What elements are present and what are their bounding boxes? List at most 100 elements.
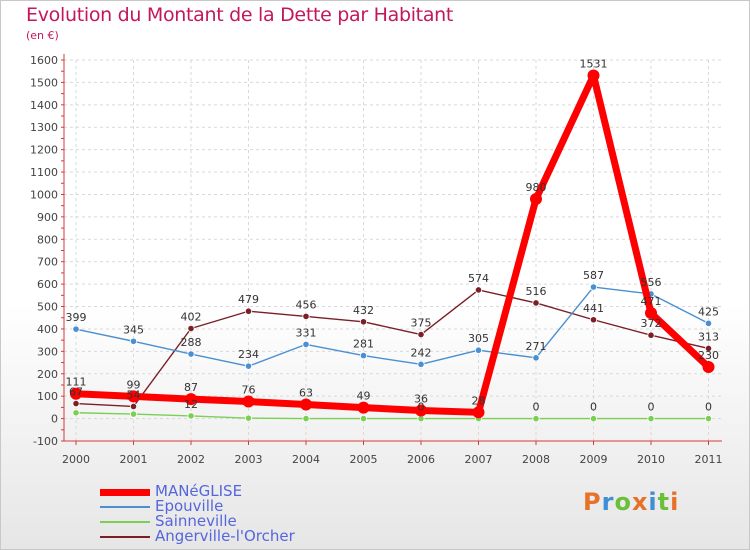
x-tick-label: 2001 bbox=[120, 453, 148, 466]
x-tick-label: 2004 bbox=[292, 453, 320, 466]
y-tick-label: 1400 bbox=[30, 99, 58, 112]
data-point bbox=[472, 406, 485, 419]
legend-label: Epouville bbox=[155, 497, 224, 515]
data-label: 111 bbox=[66, 376, 87, 389]
data-label: 76 bbox=[242, 384, 256, 397]
data-point bbox=[72, 409, 80, 417]
data-point bbox=[474, 346, 483, 354]
data-point bbox=[359, 414, 368, 423]
data-point bbox=[300, 398, 312, 411]
data-point bbox=[474, 286, 483, 294]
data-point bbox=[244, 362, 253, 370]
data-label: 574 bbox=[468, 272, 489, 285]
data-point bbox=[70, 387, 82, 400]
y-tick-label: 1200 bbox=[30, 144, 58, 157]
data-point bbox=[127, 390, 140, 403]
x-tick-label: 2003 bbox=[235, 453, 263, 466]
y-tick-label: 600 bbox=[37, 278, 58, 291]
data-point bbox=[302, 340, 310, 349]
logo-letter: i bbox=[648, 488, 658, 516]
axes: -100010020030040050060070080090010001100… bbox=[30, 54, 723, 466]
data-label: 99 bbox=[127, 378, 141, 391]
logo-letter: i bbox=[670, 488, 680, 516]
logo-letter: r bbox=[601, 488, 615, 516]
data-point bbox=[244, 307, 253, 315]
data-point bbox=[704, 344, 713, 353]
data-point bbox=[359, 352, 368, 360]
data-label: 0 bbox=[590, 401, 597, 414]
x-tick-label: 2011 bbox=[695, 453, 723, 466]
data-label: 63 bbox=[299, 386, 313, 399]
data-label: 980 bbox=[526, 181, 547, 194]
data-point bbox=[187, 412, 195, 420]
data-labels: 111 99 87 76 63 49 36 28 980 1531 471 230 399 345 288 2… bbox=[66, 57, 720, 413]
y-tick-label: 0 bbox=[51, 413, 58, 426]
proxiti-logo: Proxiti bbox=[583, 488, 679, 516]
data-label: 28 bbox=[472, 394, 486, 407]
data-label: 0 bbox=[648, 401, 655, 414]
data-label: 12 bbox=[184, 398, 198, 411]
data-point bbox=[302, 312, 310, 320]
logo-letter: o bbox=[614, 488, 632, 516]
y-tick-label: -100 bbox=[33, 435, 58, 448]
data-label: 0 bbox=[418, 401, 425, 414]
y-tick-label: 900 bbox=[37, 211, 58, 224]
series-line bbox=[75, 289, 709, 408]
logo-letter: t bbox=[657, 488, 671, 516]
data-label: 441 bbox=[583, 302, 604, 315]
data-label: 331 bbox=[296, 326, 317, 339]
data-label: 271 bbox=[526, 340, 547, 353]
data-point bbox=[589, 414, 598, 423]
y-tick-label: 200 bbox=[37, 368, 58, 381]
data-point bbox=[702, 361, 715, 374]
data-label: 479 bbox=[238, 293, 259, 306]
legend-swatch bbox=[100, 489, 150, 496]
data-label: 0 bbox=[705, 401, 712, 414]
x-tick-label: 2006 bbox=[407, 453, 435, 466]
data-label: 375 bbox=[411, 317, 432, 330]
data-label: 345 bbox=[123, 323, 144, 336]
data-label: 0 bbox=[533, 401, 540, 414]
y-tick-label: 1300 bbox=[30, 121, 58, 134]
data-point bbox=[417, 360, 425, 368]
y-tick-label: 100 bbox=[37, 390, 58, 403]
data-point bbox=[589, 283, 598, 291]
data-label: 425 bbox=[698, 305, 719, 318]
data-point bbox=[587, 69, 600, 82]
y-tick-label: 1600 bbox=[30, 54, 58, 67]
legend-swatch bbox=[100, 506, 150, 508]
data-point bbox=[129, 410, 138, 418]
x-tick-label: 2007 bbox=[465, 453, 493, 466]
data-label: 313 bbox=[698, 330, 719, 343]
series-line bbox=[75, 412, 709, 420]
y-tick-label: 500 bbox=[37, 301, 58, 314]
data-point bbox=[72, 399, 80, 408]
data-label: 288 bbox=[181, 336, 202, 349]
data-point bbox=[530, 192, 542, 205]
grid bbox=[64, 59, 722, 442]
data-point bbox=[187, 324, 195, 333]
y-tick-label: 1000 bbox=[30, 188, 58, 201]
data-point bbox=[532, 414, 540, 423]
series-lines bbox=[70, 69, 715, 423]
data-point bbox=[302, 414, 310, 423]
data-point bbox=[417, 330, 425, 339]
data-point bbox=[129, 402, 138, 411]
data-label: 456 bbox=[296, 298, 317, 311]
data-label: 372 bbox=[641, 317, 662, 330]
data-label: 587 bbox=[583, 269, 604, 282]
x-tick-label: 2000 bbox=[62, 453, 90, 466]
data-label: 432 bbox=[353, 304, 374, 317]
data-point bbox=[359, 318, 368, 326]
data-label: 556 bbox=[641, 276, 662, 289]
data-label: 36 bbox=[414, 393, 428, 406]
data-label: 230 bbox=[698, 349, 719, 362]
x-tick-label: 2002 bbox=[177, 453, 205, 466]
legend-label: MANéGLISE bbox=[155, 482, 243, 500]
data-point bbox=[357, 401, 370, 414]
data-point bbox=[647, 414, 655, 423]
legend-swatch bbox=[100, 521, 150, 523]
data-label: 399 bbox=[66, 311, 87, 324]
data-label: 402 bbox=[181, 310, 202, 323]
